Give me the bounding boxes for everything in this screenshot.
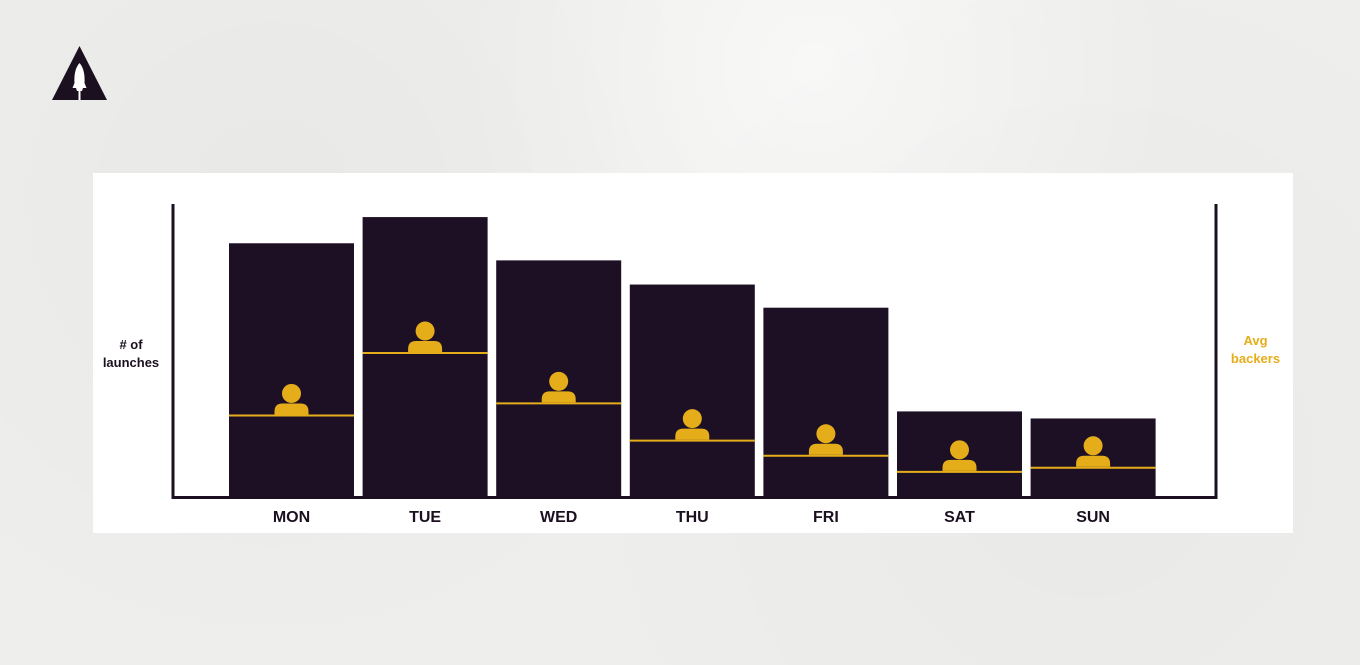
person-icon: [1076, 436, 1111, 467]
brand-logo-icon: [52, 46, 107, 100]
person-icon: [274, 383, 309, 415]
x-tick-label-tue: TUE: [409, 509, 441, 526]
bar-fri: [763, 307, 889, 497]
y-axis-label-left: # of launches: [102, 337, 160, 370]
x-tick-label-sun: SUN: [1076, 509, 1110, 526]
bar-chart: MON TUE WED THU FRI SAT SUN: [171, 204, 1218, 526]
x-tick-label-fri: FRI: [813, 509, 839, 526]
person-icon: [408, 321, 443, 353]
x-tick-label-sat: SAT: [944, 509, 975, 526]
person-icon: [942, 440, 977, 471]
x-tick-label-thu: THU: [676, 509, 709, 526]
person-icon: [541, 371, 576, 403]
bar-tue: [362, 217, 488, 497]
y-axis-label-right: Avg backers: [1230, 333, 1281, 366]
x-tick-label-wed: WED: [540, 509, 577, 526]
person-icon: [808, 424, 843, 455]
chart-card: MON TUE WED THU FRI SAT SUN # of launches Avg …: [93, 173, 1293, 533]
bar-mon: [229, 243, 354, 497]
x-tick-label-mon: MON: [273, 509, 310, 526]
person-icon: [675, 409, 710, 440]
bar-thu: [629, 284, 755, 497]
